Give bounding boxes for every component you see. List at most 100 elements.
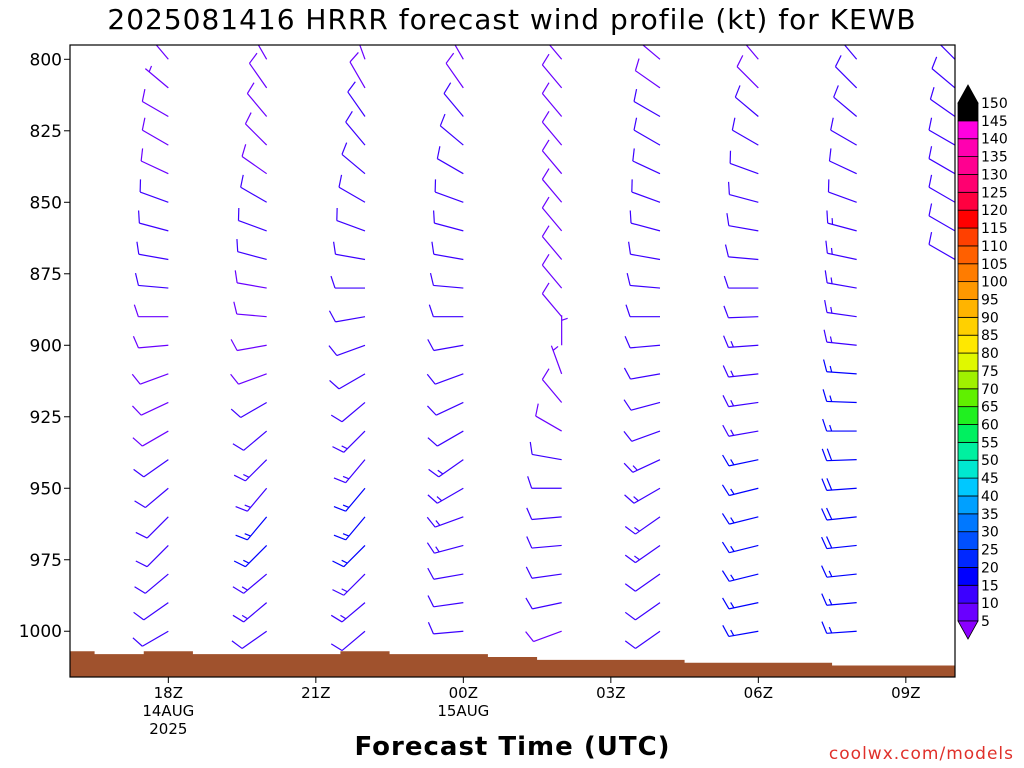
colorbar-segment [957,567,979,586]
barb-half-flag [341,559,348,564]
barb-shaft [237,251,267,261]
barb-shaft [830,129,857,146]
barb-half-flag [254,33,258,38]
barb-flag [934,27,940,38]
barb-flag [541,168,550,180]
barb-flag [722,625,730,637]
barb-shaft [728,256,759,261]
barb-shaft [930,98,955,117]
wind-barb [843,45,858,60]
barb-flag [134,273,140,286]
barb-half-flag [341,445,348,450]
wind-barb [232,430,268,451]
wind-barb [821,448,857,462]
barb-flag [236,239,239,252]
barb-shaft [541,64,563,89]
barb-half-flag [828,570,833,577]
barb-shaft [70,574,71,575]
colorbar-label: 40 [981,489,999,505]
barb-flag [34,606,43,615]
barb-flag [724,244,730,258]
wind-barb [132,336,169,349]
barb-flag [427,494,438,504]
barb-flag [233,474,246,482]
barb-flag [624,611,636,621]
barb-flag [36,530,47,537]
wind-barb [232,573,268,594]
barb-flag [333,477,346,484]
barb-shaft [138,253,169,261]
wind-barb [928,231,955,260]
barb-flag [541,139,550,152]
y-tick-label: 875 [30,265,62,285]
barb-shaft [931,68,955,89]
barb-flag [427,437,438,447]
barb-shaft [338,373,366,390]
barb-flag [141,117,146,131]
wind-barb [721,570,759,582]
barb-flag [443,82,452,94]
barb-shaft [630,344,661,349]
wind-barb [347,81,366,117]
barb-shaft [241,155,268,175]
barb-flag [624,336,631,349]
wind-barb [330,275,365,289]
barb-flag [824,270,828,283]
barb-shaft [140,160,169,175]
wind-barb [624,544,661,564]
wind-barb [429,273,464,289]
wind-barb [823,329,857,346]
barb-flag [132,437,143,447]
barb-flag [624,494,635,504]
barb-flag [248,52,258,64]
wind-barb [822,389,857,404]
barb-flag [723,335,729,348]
barb-shaft [728,316,759,319]
wind-barb [628,241,661,261]
barb-shaft [139,222,169,232]
barb-flag [830,117,834,131]
colorbar-segment [957,388,979,408]
wind-barb [723,335,759,348]
colorbar-segment [957,584,979,604]
wind-barb [623,367,661,380]
barb-flag [821,448,828,461]
barb-flag [525,597,533,610]
wind-barb [70,574,71,575]
wind-barb [431,241,464,261]
x-tick-label: 21Z [301,684,330,702]
barb-shaft [833,96,858,117]
barb-shaft [732,129,759,146]
wind-barb [139,179,169,203]
wind-barb [333,487,366,512]
barb-flag [133,611,145,621]
barb-shaft [827,282,857,289]
colorbar-segment [957,334,979,354]
barb-flag [722,424,730,437]
barb-shaft [736,66,759,89]
barb-half-flag [152,35,155,40]
barb-flag [232,614,244,623]
colorbar-label: 110 [981,239,1008,255]
colorbar-label: 120 [981,203,1008,219]
barb-shaft [729,193,759,203]
colorbar-label: 25 [981,543,999,559]
colorbar-segment [957,531,979,550]
barb-shaft [246,93,268,117]
barb-half-flag [730,574,735,581]
barb-flag [241,144,247,157]
wind-barb [721,541,759,554]
wind-barb [248,52,268,89]
wind-barb [722,625,759,638]
wind-barb [535,403,562,432]
barb-half-flag [53,396,59,397]
barb-flag [332,446,345,453]
wind-barb [625,304,660,318]
barb-flag [623,399,632,411]
barb-flag [427,622,434,635]
colorbar-segment [957,263,979,283]
barb-shaft [146,545,169,568]
barb-flag [541,368,550,380]
wind-barb [931,56,955,89]
barb-flag [526,536,533,549]
